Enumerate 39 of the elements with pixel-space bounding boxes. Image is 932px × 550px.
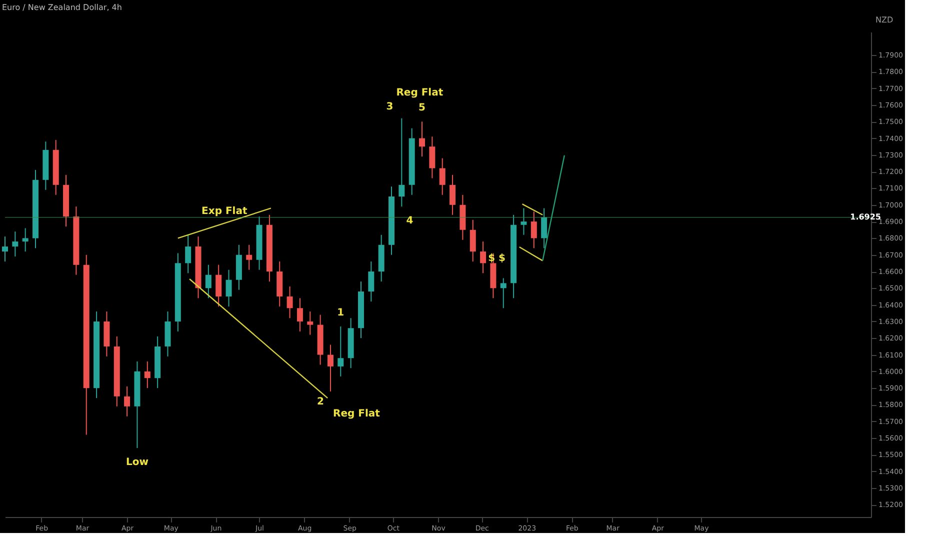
annotation: 3 [386, 101, 394, 112]
candlestick [327, 344, 334, 392]
ref-line-label: 1.6925 [850, 212, 882, 222]
candlestick [419, 121, 426, 158]
candlestick [124, 386, 130, 417]
candlestick [307, 310, 314, 336]
candlestick [226, 269, 232, 307]
annotation: Exp Flat [202, 206, 248, 218]
candlestick [246, 244, 252, 270]
candlestick [520, 208, 527, 236]
candlestick [541, 208, 548, 249]
annotation: 5 [418, 102, 426, 114]
candlestick [185, 234, 192, 274]
candlestick [338, 326, 344, 377]
annotation: Reg Flat [396, 87, 444, 98]
candlestick [216, 264, 222, 307]
candlestick [12, 231, 18, 258]
candlestick [450, 174, 456, 216]
candlestick [470, 219, 476, 262]
annotation: Low [126, 457, 148, 468]
candlestick [296, 298, 303, 332]
candlestick [286, 286, 293, 319]
candlestick [530, 211, 537, 249]
annotation: 1 [337, 307, 344, 318]
chart-title: Euro / New Zealand Dollar, 4h [2, 3, 122, 12]
candlestick [500, 278, 506, 309]
y-axis-title: NZD [876, 16, 894, 24]
candlestick [480, 241, 486, 274]
annotation: Reg Flat [333, 408, 380, 420]
annotation: 4 [406, 216, 414, 227]
candlestick [144, 360, 150, 389]
candlestick [205, 264, 212, 299]
candlestick [398, 118, 405, 208]
candlestick [429, 136, 436, 179]
candlestick [22, 228, 28, 252]
candlestick [439, 158, 446, 196]
candlestick [368, 261, 374, 302]
annotation: 2 [316, 396, 324, 408]
candlestick [2, 236, 8, 262]
